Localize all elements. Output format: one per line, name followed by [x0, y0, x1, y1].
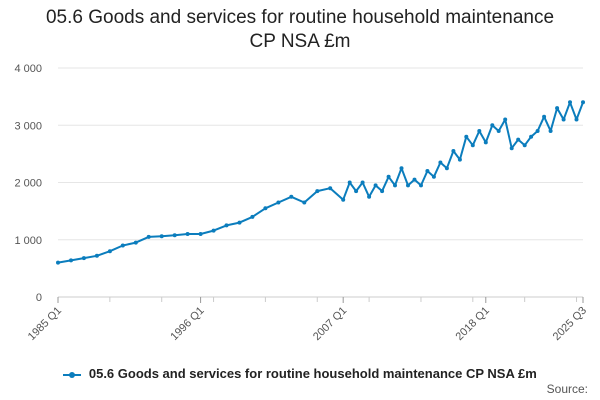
data-point	[159, 234, 164, 239]
data-point	[535, 129, 540, 133]
data-point	[464, 134, 469, 139]
data-point	[542, 114, 547, 119]
data-point	[276, 200, 281, 205]
data-point	[107, 249, 112, 254]
data-point	[490, 123, 495, 128]
data-point	[483, 140, 488, 145]
data-point	[412, 177, 417, 182]
legend[interactable]: 05.6 Goods and services for routine hous…	[0, 366, 600, 381]
x-tick-label: 2018 Q1	[454, 305, 492, 343]
data-point	[522, 143, 527, 148]
data-point	[263, 206, 268, 211]
data-point	[425, 169, 430, 173]
data-point	[574, 117, 579, 122]
x-tick-label: 1985 Q1	[26, 305, 64, 343]
data-point	[185, 232, 190, 236]
data-point	[360, 180, 365, 185]
data-point	[477, 129, 482, 133]
data-point	[581, 100, 585, 105]
data-point	[237, 220, 242, 225]
data-point	[386, 174, 391, 179]
data-point	[211, 228, 216, 233]
x-tick-label: 1996 Q1	[168, 305, 206, 343]
source-credit[interactable]: Source:	[546, 382, 588, 396]
data-point	[133, 240, 138, 245]
data-point	[380, 189, 385, 194]
data-point	[399, 166, 404, 171]
data-point	[69, 258, 73, 263]
data-point	[347, 180, 352, 185]
series-group	[56, 100, 585, 265]
y-axis-tick-labels: 0 1 000 2 000 3 000 4 000	[14, 63, 42, 304]
chart-title-line-2: CP NSA £m	[249, 31, 351, 52]
data-point	[198, 232, 203, 236]
y-tick-label: 2 000	[14, 178, 42, 190]
y-tick-label: 0	[36, 292, 42, 304]
data-point	[548, 129, 553, 133]
data-point	[302, 200, 307, 205]
data-point	[367, 194, 372, 199]
data-point	[315, 189, 320, 194]
data-point	[561, 117, 566, 122]
data-point	[444, 166, 449, 171]
data-point	[406, 183, 410, 188]
data-point	[224, 223, 229, 228]
data-point	[431, 174, 436, 179]
legend-label: 05.6 Goods and services for routine hous…	[88, 366, 537, 381]
data-point	[172, 233, 177, 238]
data-point	[341, 197, 346, 202]
data-point	[354, 189, 359, 194]
data-point	[393, 183, 397, 188]
data-point	[451, 149, 456, 153]
data-point	[373, 183, 378, 188]
y-tick-label: 4 000	[14, 63, 42, 75]
data-point	[503, 117, 508, 122]
data-point	[81, 256, 86, 261]
data-point	[496, 129, 501, 133]
data-point	[120, 243, 125, 248]
data-point	[555, 106, 560, 111]
data-point	[94, 253, 99, 258]
data-point	[529, 134, 534, 139]
data-point	[289, 194, 294, 199]
chart-title: 05.6 Goods and services for routine hous…	[0, 6, 600, 54]
x-axis: 1985 Q1 1996 Q1 2007 Q1 2018 Q1 2025 Q3	[26, 296, 589, 343]
gridlines	[58, 67, 583, 298]
data-point	[509, 146, 514, 151]
data-point	[250, 214, 255, 219]
x-tick-label: 2025 Q3	[551, 305, 589, 343]
x-tick-label: 2007 Q1	[311, 305, 349, 343]
chart-title-line-1: 05.6 Goods and services for routine hous…	[45, 7, 555, 28]
data-point	[568, 100, 572, 105]
data-point	[516, 137, 521, 142]
data-point	[328, 186, 333, 191]
data-point	[56, 260, 60, 265]
data-point	[146, 234, 151, 239]
y-tick-label: 3 000	[14, 120, 42, 132]
data-point	[438, 160, 443, 165]
data-point	[419, 183, 423, 188]
legend-swatch	[63, 371, 82, 378]
y-tick-label: 1 000	[14, 235, 42, 247]
data-point	[470, 143, 475, 148]
data-point	[457, 157, 462, 162]
